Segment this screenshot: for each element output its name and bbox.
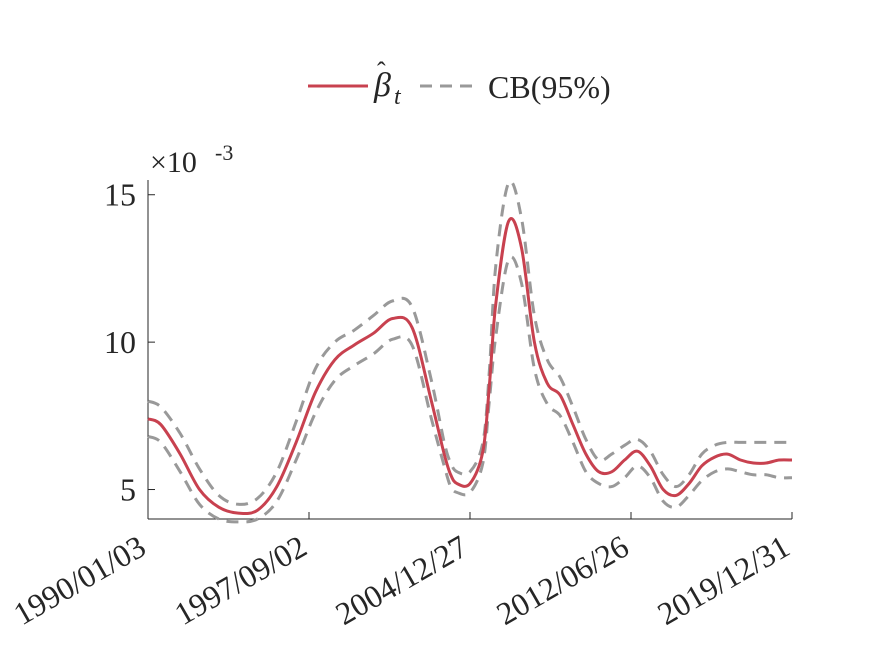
x-tick-label: 1997/09/02 — [168, 528, 312, 632]
y-axis-exponent-base: ×10 — [150, 146, 197, 179]
series-line-upper — [147, 179, 792, 506]
legend-estimate-label: β — [373, 67, 391, 104]
y-tick-label: 5 — [120, 472, 136, 508]
series-line-lower — [147, 255, 793, 524]
legend-estimate-hat-icon: ˆ — [377, 57, 386, 86]
y-tick-label: 15 — [104, 177, 136, 213]
y-tick-label: 10 — [104, 324, 136, 360]
series-line-estimate — [147, 217, 793, 516]
x-tick-label: 2019/12/31 — [651, 528, 795, 632]
y-axis-exponent: ×10 -3 — [150, 140, 233, 179]
x-tick-label: 1990/01/03 — [7, 528, 151, 632]
y-axis-exponent-power: -3 — [215, 140, 233, 165]
axes: 5 10 15 1990/01/03 1997/09/02 2004/12/27 2012/… — [7, 177, 795, 632]
legend-estimate-subscript: t — [394, 84, 402, 110]
legend-band-label: CB(95%) — [488, 69, 611, 105]
x-tick-label: 2004/12/27 — [329, 528, 473, 632]
x-tick-label: 2012/06/26 — [490, 528, 634, 632]
legend: β ˆ t CB(95%) — [308, 57, 611, 110]
series-layer — [147, 179, 793, 524]
